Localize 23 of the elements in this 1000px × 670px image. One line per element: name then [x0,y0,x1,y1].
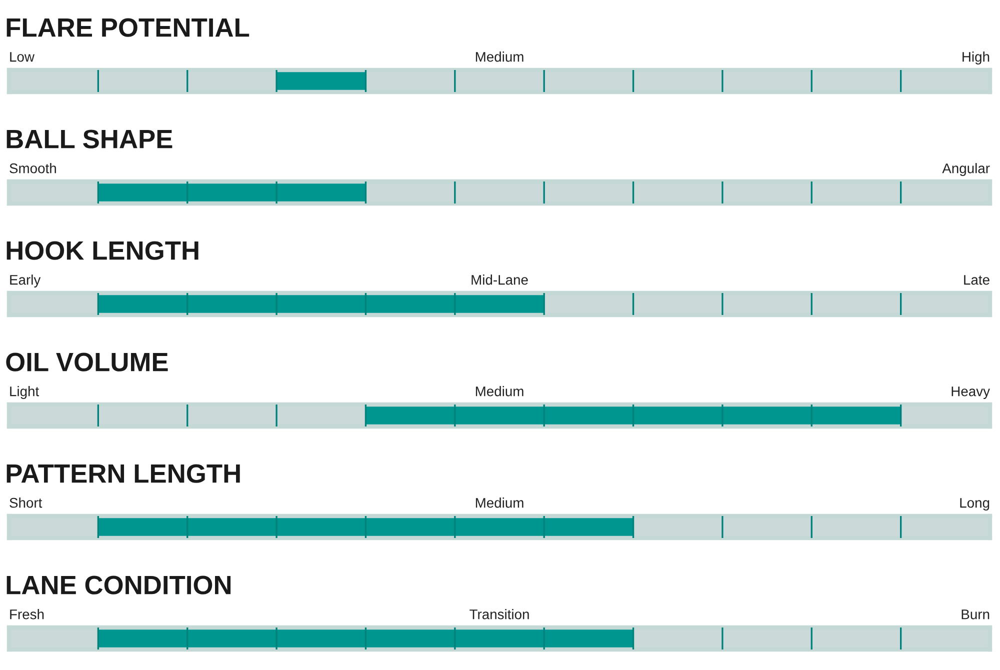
text: Burn [962,610,990,620]
chart-title: OIL VOLUME [6,352,168,372]
text: Fresh [10,609,44,620]
chart-title: PATTERN LENGTH [6,464,240,483]
chart-title: FLARE POTENTIAL [6,18,250,37]
text: Mid-Lane [472,274,528,285]
text: Transition [470,609,529,620]
text: Early [10,274,41,288]
text: Long [960,498,990,510]
chart-title: HOOK LENGTH [6,241,198,260]
text: High [962,52,990,64]
chart-title: BALL SHAPE [6,130,172,148]
text: Late [964,275,990,285]
text: Short [10,498,42,508]
chart-title: LANE CONDITION [6,576,231,594]
text: Medium [476,386,524,396]
text: Angular [942,163,990,176]
text: Medium [476,52,524,62]
text: Heavy [952,386,990,399]
text: Medium [476,498,524,508]
text: Light [10,386,40,399]
text: Low [10,52,35,62]
text: Smooth [10,163,56,174]
